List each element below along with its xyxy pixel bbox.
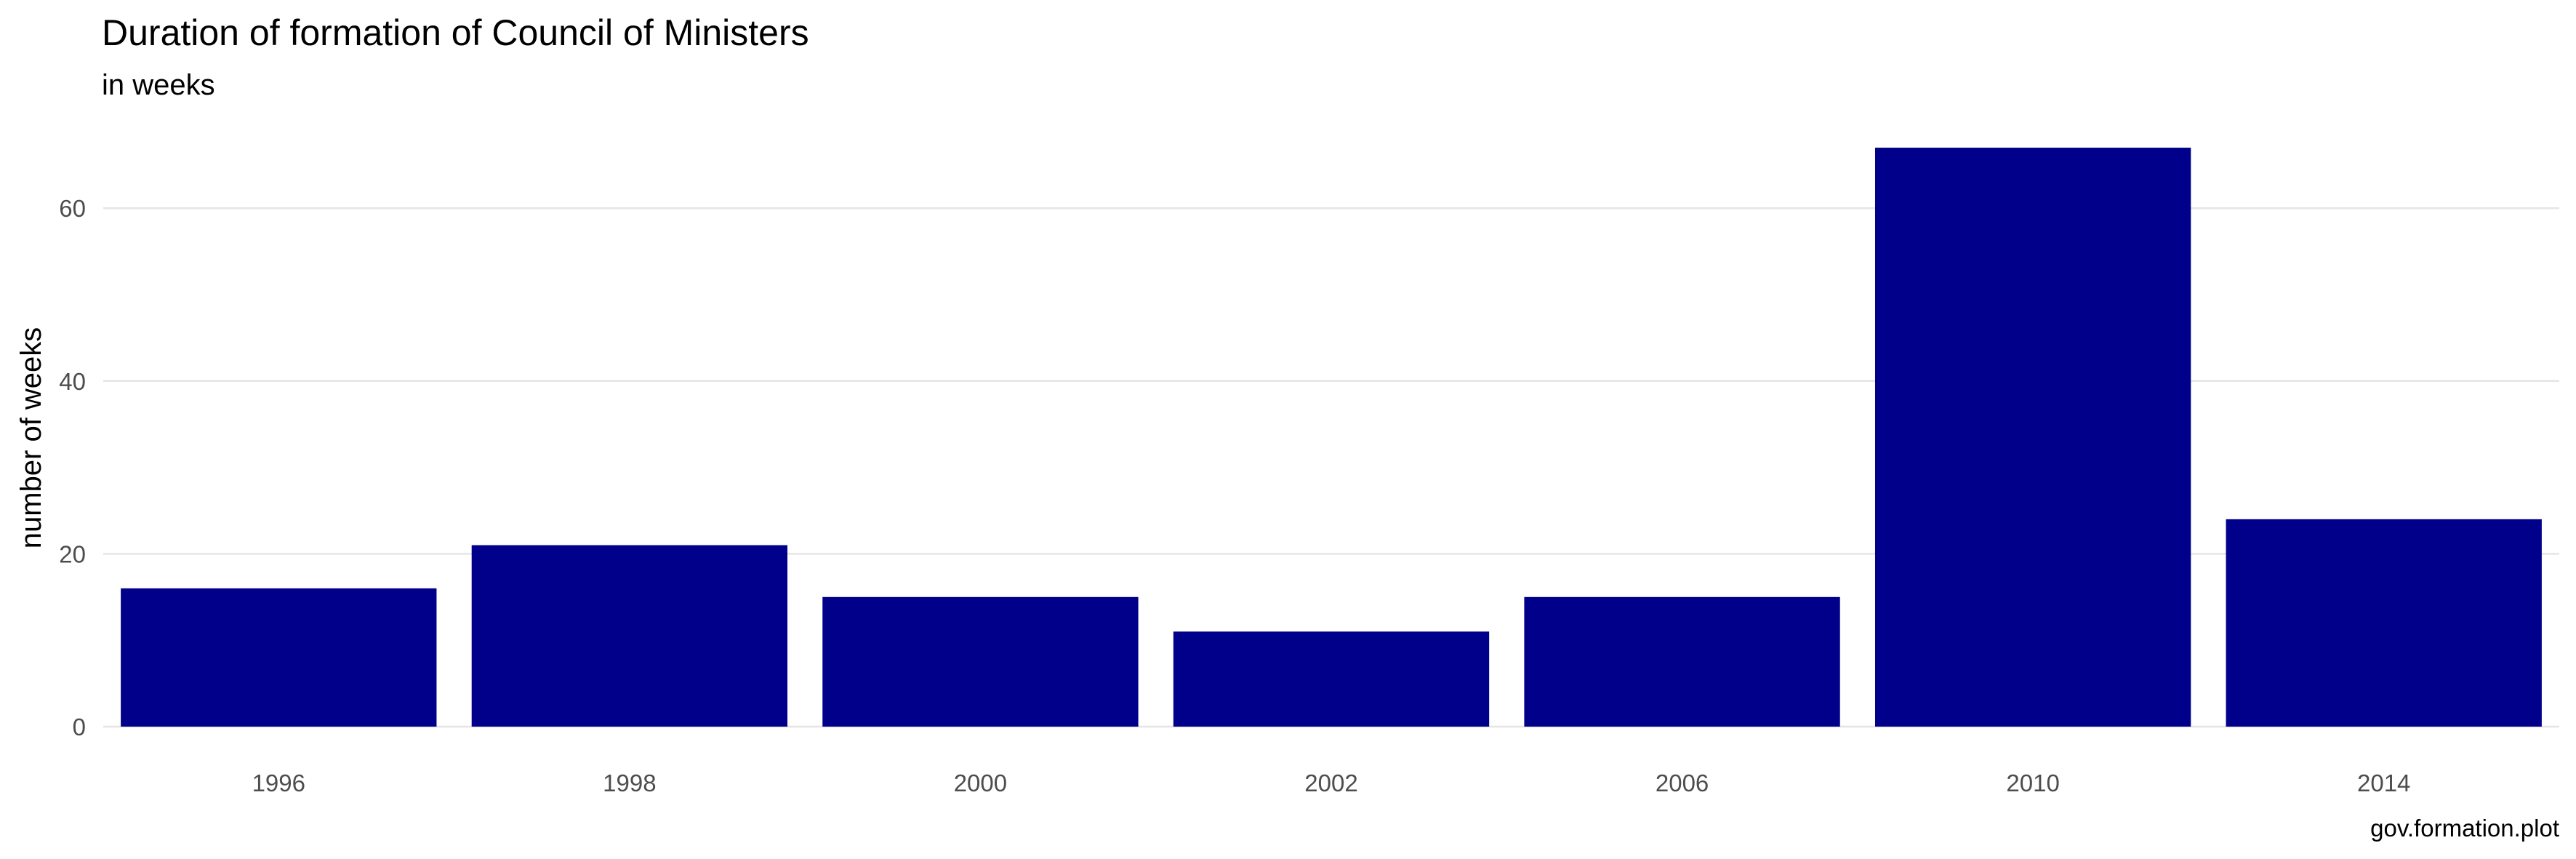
bar-2002 [1173,631,1490,727]
x-tick-label-2014: 2014 [2357,770,2410,796]
y-tick-label: 20 [59,540,86,567]
y-axis-label: number of weeks [15,327,47,549]
bar-2010 [1874,148,2191,727]
chart-caption: gov.formation.plot [2370,815,2559,842]
x-tick-labels: 1996 1998 2000 2002 2006 2010 2014 [252,770,2411,796]
y-tick-label: 40 [59,368,86,395]
bar-1996 [121,588,437,727]
bar-1998 [471,545,788,727]
x-tick-label-2002: 2002 [1304,770,1357,796]
bars [121,148,2542,727]
y-tick-labels: 0 20 40 60 [59,195,86,740]
x-tick-label-2006: 2006 [1656,770,1709,796]
chart-title: Duration of formation of Council of Mini… [102,12,809,53]
y-tick-label: 60 [59,195,86,222]
y-tick-label: 0 [73,714,86,740]
bar-2014 [2226,519,2542,727]
x-tick-label-2010: 2010 [2006,770,2059,796]
x-tick-label-1998: 1998 [603,770,656,796]
bar-2006 [1524,596,1840,727]
chart-subtitle: in weeks [102,69,215,101]
x-tick-label-1996: 1996 [252,770,305,796]
x-tick-label-2000: 2000 [954,770,1007,796]
bar-2000 [822,596,1139,727]
